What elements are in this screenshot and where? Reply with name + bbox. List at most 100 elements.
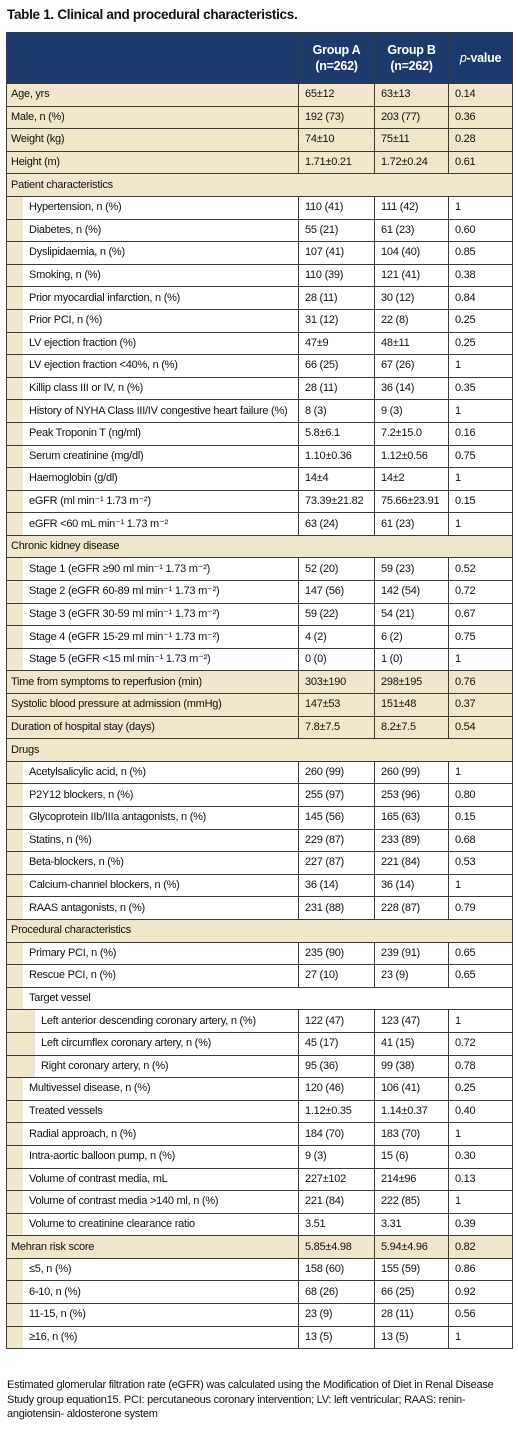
value-cell: 0.35	[448, 376, 513, 401]
value-cell: 14±2	[374, 467, 449, 491]
label-cell: LV ejection fraction (%)	[6, 331, 299, 356]
table-row: LV ejection fraction <40%, n (%) 66 (25) 6…	[6, 354, 513, 378]
value-cell: 303±190	[298, 670, 375, 695]
label-cell: Patient characteristics	[6, 173, 513, 197]
table-row: Left circumflex coronary artery, n (%) 45…	[6, 1031, 513, 1056]
value-cell: 228 (87)	[374, 896, 449, 920]
value-cell: 229 (87)	[298, 828, 375, 853]
label-cell: eGFR (ml min⁻¹ 1.73 m⁻²)	[6, 489, 299, 514]
table-row: Stage 3 (eGFR 30-59 ml min⁻¹ 1.73 m⁻²) 59…	[6, 602, 513, 627]
value-cell: 27 (10)	[298, 964, 375, 988]
value-cell: 260 (99)	[374, 760, 449, 785]
value-cell: 0.76	[448, 670, 513, 695]
value-cell: 0.28	[448, 128, 513, 152]
value-cell: 0.65	[448, 941, 513, 966]
table-row: Acetylsalicylic acid, n (%) 260 (99) 260 (…	[6, 760, 513, 785]
label-cell: Dyslipidaemia, n (%)	[6, 241, 299, 265]
value-cell: 5.94±4.96	[374, 1235, 449, 1259]
value-cell: 3.51	[298, 1212, 375, 1237]
label-cell: Diabetes, n (%)	[6, 218, 299, 243]
value-cell: 145 (56)	[298, 806, 375, 830]
label-cell: Systolic blood pressure at admission (mm…	[6, 693, 299, 717]
value-cell: 5.85±4.98	[298, 1235, 375, 1259]
label-cell: Stage 3 (eGFR 30-59 ml min⁻¹ 1.73 m⁻²)	[6, 602, 299, 627]
value-cell: 107 (41)	[298, 241, 375, 265]
value-cell: 1	[448, 1325, 513, 1350]
value-cell: 253 (96)	[374, 783, 449, 807]
table-row: Procedural characteristics	[6, 918, 513, 943]
value-cell: 59 (22)	[298, 602, 375, 627]
label-cell: Intra-aortic balloon pump, n (%)	[6, 1144, 299, 1169]
label-cell: Stage 2 (eGFR 60-89 ml min⁻¹ 1.73 m⁻²)	[6, 580, 299, 604]
table-row: Systolic blood pressure at admission (mm…	[6, 693, 513, 717]
value-cell: 7.2±15.0	[374, 421, 449, 446]
table-row: ≥16, n (%) 13 (5) 13 (5) 1	[6, 1325, 513, 1350]
value-cell: 260 (99)	[298, 760, 375, 785]
table-row: Mehran risk score 5.85±4.98 5.94±4.96 0.82	[6, 1235, 513, 1259]
value-cell: 66 (25)	[298, 354, 375, 378]
table-row: Age, yrs 65±12 63±13 0.14	[6, 83, 513, 107]
value-cell: 155 (59)	[374, 1257, 449, 1282]
value-cell: 0.61	[448, 150, 513, 175]
value-cell: 239 (91)	[374, 941, 449, 966]
value-cell: 1	[448, 873, 513, 898]
value-cell: 0.65	[448, 964, 513, 988]
label-cell: Calcium-channel blockers, n (%)	[6, 873, 299, 898]
value-cell: 0.82	[448, 1235, 513, 1259]
value-cell: 1.12±0.35	[298, 1099, 375, 1124]
table-row: Dyslipidaemia, n (%) 107 (41) 104 (40) 0.85	[6, 241, 513, 265]
label-cell: Prior myocardial infarction, n (%)	[6, 286, 299, 310]
value-cell: 74±10	[298, 128, 375, 152]
value-cell: 165 (63)	[374, 806, 449, 830]
label-cell: Acetylsalicylic acid, n (%)	[6, 760, 299, 785]
label-cell: 11-15, n (%)	[6, 1303, 299, 1327]
value-cell: 1.10±0.36	[298, 444, 375, 469]
value-cell: 3.31	[374, 1212, 449, 1237]
value-cell: 65±12	[298, 83, 375, 107]
value-cell: 221 (84)	[298, 1190, 375, 1214]
value-cell: 73.39±21.82	[298, 489, 375, 514]
table-row: Target vessel	[6, 986, 513, 1011]
value-cell: 151±48	[374, 693, 449, 717]
table-row: 6-10, n (%) 68 (26) 66 (25) 0.92	[6, 1280, 513, 1305]
value-cell: 52 (20)	[298, 557, 375, 582]
value-cell: 9 (3)	[298, 1144, 375, 1169]
table-row: Volume to creatinine clearance ratio 3.51…	[6, 1212, 513, 1237]
label-cell: Stage 5 (eGFR <15 ml min⁻¹ 1.73 m⁻²)	[6, 647, 299, 672]
value-cell: 121 (41)	[374, 263, 449, 288]
value-cell: 0.86	[448, 1257, 513, 1282]
label-cell: Procedural characteristics	[6, 918, 513, 943]
table-row: Height (m) 1.71±0.21 1.72±0.24 0.61	[6, 150, 513, 175]
header-cell: p-value	[448, 32, 513, 84]
value-cell: 0.72	[448, 580, 513, 604]
value-cell: 0.79	[448, 896, 513, 920]
header-text: (n=262)	[315, 59, 358, 73]
header-text: Group B	[387, 43, 436, 57]
value-cell: 1	[448, 467, 513, 491]
label-cell: LV ejection fraction <40%, n (%)	[6, 354, 299, 378]
table-row: Hypertension, n (%) 110 (41) 111 (42) 1	[6, 195, 513, 220]
label-cell: Serum creatinine (mg/dl)	[6, 444, 299, 469]
table-row: Killip class III or IV, n (%) 28 (11) 36 (…	[6, 376, 513, 401]
value-cell: 214±96	[374, 1167, 449, 1192]
table-row: Time from symptoms to reperfusion (min) 3…	[6, 670, 513, 695]
value-cell: 0.78	[448, 1054, 513, 1079]
table-row: Weight (kg) 74±10 75±11 0.28	[6, 128, 513, 152]
value-cell: 255 (97)	[298, 783, 375, 807]
label-cell: History of NYHA Class III/IV congestive …	[6, 399, 299, 423]
value-cell: 63 (24)	[298, 512, 375, 536]
value-cell: 227 (87)	[298, 851, 375, 875]
value-cell: 7.8±7.5	[298, 715, 375, 740]
label-cell: Glycoprotein IIb/IIIa antagonists, n (%)	[6, 806, 299, 830]
value-cell: 63±13	[374, 83, 449, 107]
label-cell: Primary PCI, n (%)	[6, 941, 299, 966]
label-cell: RAAS antagonists, n (%)	[6, 896, 299, 920]
label-cell: Multivessel disease, n (%)	[6, 1077, 299, 1101]
header-text: p	[459, 51, 467, 65]
header-cell: Group A (n=262)	[298, 32, 375, 84]
table-row: RAAS antagonists, n (%) 231 (88) 228 (87) 0…	[6, 896, 513, 920]
value-cell: 0.75	[448, 625, 513, 649]
label-cell: Drugs	[6, 738, 513, 762]
table-row: History of NYHA Class III/IV congestive …	[6, 399, 513, 423]
table-row: Calcium-channel blockers, n (%) 36 (14) 36…	[6, 873, 513, 898]
